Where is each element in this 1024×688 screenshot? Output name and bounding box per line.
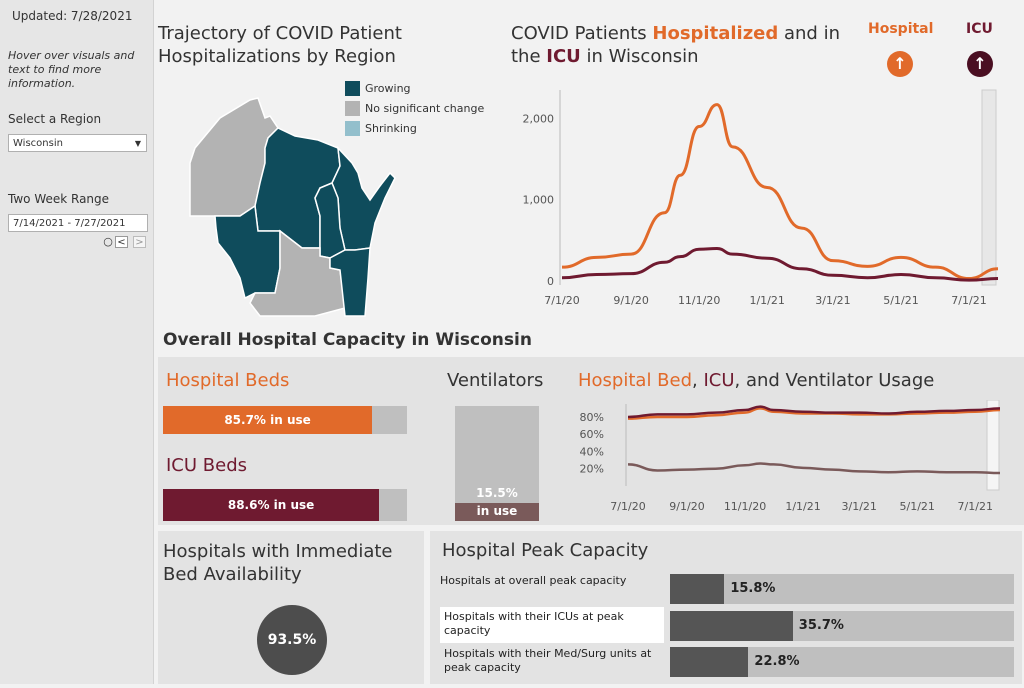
selected-range-highlight [986, 400, 1000, 491]
y-tick-label: 1,000 [523, 194, 555, 207]
icu-trend-label: ICU [966, 21, 993, 37]
legend-swatch [345, 121, 360, 136]
title-part: and in the [511, 23, 840, 67]
legend-swatch [345, 101, 360, 116]
y-tick-label: 40% [580, 445, 604, 458]
ventilators-bar[interactable]: 15.5% in use [455, 406, 539, 521]
title-icu: ICU [546, 46, 581, 67]
immediate-value-circle[interactable]: 93.5% [257, 605, 327, 675]
title-hospitalized: Hospitalized [652, 23, 779, 44]
region-select[interactable]: Wisconsin ▼ [8, 134, 147, 152]
next-range-button[interactable]: > [133, 236, 146, 248]
y-tick-label: 60% [580, 428, 604, 441]
x-tick-label: 9/1/20 [669, 500, 704, 513]
ventilators-label: Ventilators [447, 370, 544, 391]
peak-row-fill [670, 574, 725, 604]
capacity-heading: Overall Hospital Capacity in Wisconsin [163, 330, 532, 350]
x-tick-label: 7/1/20 [610, 500, 645, 513]
x-tick-label: 1/1/21 [785, 500, 820, 513]
y-tick-label: 80% [580, 411, 604, 424]
legend-swatch [345, 81, 360, 96]
hospital-beds-bar[interactable]: 85.7% in use [163, 406, 407, 434]
x-tick-label: 7/1/21 [951, 294, 986, 307]
x-tick-label: 3/1/21 [815, 294, 850, 307]
hospital-beds-fill: 85.7% in use [163, 406, 373, 434]
peak-row-label: Hospitals with their ICUs at peak capaci… [444, 610, 624, 637]
ventilators-pct: 15.5% [476, 486, 518, 500]
peak-row-bar[interactable]: 22.8% [670, 647, 1014, 677]
usage-chart-title: Hospital Bed, ICU, and Ventilator Usage [578, 369, 998, 392]
peak-row-highlight [440, 607, 664, 643]
selected-range-highlight [981, 89, 997, 286]
x-tick-label: 5/1/21 [900, 500, 935, 513]
peak-row-label: Hospitals with their Med/Surg units at p… [444, 647, 652, 674]
series-line-ventilator [627, 462, 1001, 475]
arrow-up-icon: ↑ [967, 51, 993, 77]
ventilators-fill [455, 503, 539, 521]
legend-label: Growing [365, 82, 411, 95]
chevron-down-icon: ▼ [134, 139, 141, 148]
hospital-beds-label: Hospital Beds [166, 370, 290, 391]
range-field[interactable]: 7/14/2021 - 7/27/2021 [8, 214, 148, 232]
wisconsin-region-map[interactable] [180, 88, 410, 320]
icu-beds-label: ICU Beds [166, 455, 247, 476]
icu-beds-bar[interactable]: 88.6% in use [163, 489, 407, 521]
peak-row-label: Hospitals at overall peak capacity [440, 574, 627, 587]
peak-row-value: 15.8% [730, 581, 776, 596]
legend-label: Shrinking [365, 122, 417, 135]
title-hospital-bed: Hospital Bed [578, 370, 693, 391]
peak-row-fill [670, 647, 749, 677]
title-part: , [692, 370, 704, 391]
peak-row-bar[interactable]: 35.7% [670, 611, 1014, 641]
peak-title: Hospital Peak Capacity [442, 540, 649, 561]
hosp-chart-title: COVID Patients Hospitalized and in the I… [511, 22, 851, 68]
peak-row-value: 35.7% [798, 618, 844, 633]
peak-row-value: 22.8% [754, 654, 800, 669]
title-part: in Wisconsin [580, 46, 699, 67]
arrow-up-icon: ↑ [887, 51, 913, 77]
series-line-icu [561, 246, 999, 282]
immediate-title: Hospitals with Immediate Bed Availabilit… [163, 541, 393, 585]
hover-hint: Hover over visuals and text to find more… [8, 49, 135, 90]
peak-row-bar[interactable]: 15.8% [670, 574, 1014, 604]
y-tick-label: 20% [580, 463, 604, 476]
ventilators-in-use: in use [476, 504, 518, 518]
region-select-value: Wisconsin [13, 138, 63, 149]
x-tick-label: 7/1/21 [958, 500, 993, 513]
updated-date: Updated: 7/28/2021 [12, 9, 133, 23]
x-tick-label: 5/1/21 [883, 294, 918, 307]
x-tick-label: 11/1/20 [724, 500, 766, 513]
chevron-left-icon: < [117, 237, 126, 248]
series-line-hospital [561, 103, 999, 281]
y-tick-label: 0 [547, 275, 554, 288]
peak-row-fill [670, 611, 793, 641]
x-tick-label: 9/1/20 [613, 294, 648, 307]
range-label: Two Week Range [8, 192, 110, 206]
usage-line-chart[interactable]: 20% 40% 60% 80% 7/1/20 9/1/20 11/1/20 1/1/21 3/1… [570, 400, 1015, 522]
region-southeast [329, 247, 371, 317]
chevron-right-icon: > [135, 237, 144, 248]
x-tick-label: 11/1/20 [678, 294, 720, 307]
y-tick-label: 2,000 [523, 112, 555, 125]
legend-label: No significant change [365, 102, 485, 115]
map-title: Trajectory of COVID Patient Hospitalizat… [158, 23, 402, 67]
x-tick-label: 7/1/20 [544, 294, 579, 307]
hospitalization-line-chart[interactable]: 0 1,000 2,000 7/1/20 9/1/20 11/1/20 1/1/21 3/1/… [500, 88, 1010, 313]
series-line-hospital-bed [627, 407, 1001, 420]
sidebar: Updated: 7/28/2021 Hover over visuals an… [0, 0, 154, 684]
title-icu: ICU [703, 370, 735, 391]
title-part: , and Ventilator Usage [734, 370, 935, 391]
title-part: COVID Patients [511, 23, 653, 44]
x-tick-label: 3/1/21 [841, 500, 876, 513]
series-line-icu [627, 405, 1001, 419]
x-tick-label: 1/1/21 [749, 294, 784, 307]
icu-beds-fill: 88.6% in use [163, 489, 380, 521]
region-label: Select a Region [8, 112, 102, 126]
prev-range-button[interactable]: < [115, 236, 128, 248]
hospital-trend-label: Hospital [868, 21, 934, 37]
reset-circle-icon[interactable]: ○ [103, 235, 113, 248]
